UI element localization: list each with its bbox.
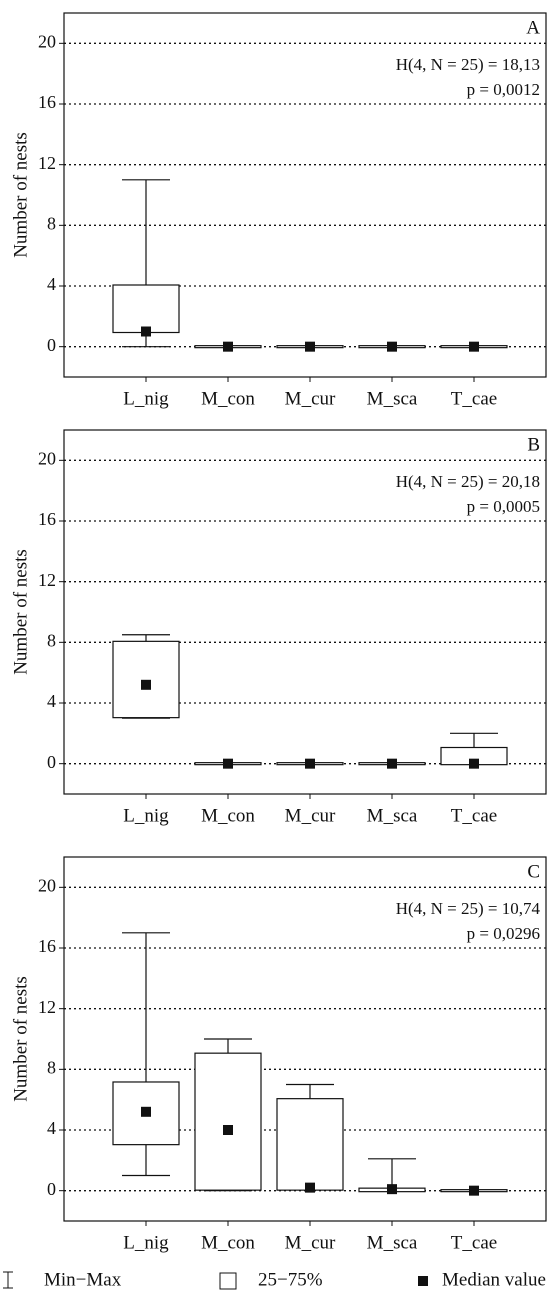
median: [387, 758, 397, 769]
y-tick-label: 4: [47, 1118, 56, 1138]
y-tick-label: 4: [47, 691, 56, 711]
x-tick-label: M_sca: [367, 805, 418, 826]
box: [276, 1098, 344, 1191]
x-tick-label: M_cur: [285, 1232, 336, 1253]
y-tick-label: 12: [38, 153, 56, 173]
panel-label: C: [527, 861, 540, 882]
box: [194, 1052, 262, 1191]
median: [223, 341, 233, 352]
median: [305, 341, 315, 352]
legend-label: 25−75%: [258, 1269, 323, 1290]
median: [223, 1125, 233, 1135]
x-tick-label: L_nig: [123, 805, 169, 826]
y-tick-label: 8: [47, 213, 56, 233]
y-tick-label: 20: [38, 448, 56, 468]
stat-annotation: H(4, N = 25) = 18,13: [396, 55, 540, 74]
median: [387, 1184, 397, 1195]
p-annotation: p = 0,0296: [467, 924, 540, 943]
legend-label: Min−Max: [44, 1269, 122, 1290]
y-tick-label: 12: [38, 997, 56, 1017]
y-tick-label: 20: [38, 31, 56, 51]
box: [112, 640, 180, 719]
x-tick-label: T_cae: [451, 388, 497, 409]
y-axis-label: Number of nests: [10, 132, 31, 258]
y-tick-label: 16: [38, 509, 56, 529]
stat-annotation: H(4, N = 25) = 10,74: [396, 899, 541, 918]
y-tick-label: 4: [47, 274, 56, 294]
panel-label: A: [526, 17, 540, 38]
plot-frame: [63, 856, 547, 1222]
x-tick-label: M_sca: [367, 388, 418, 409]
x-tick-label: M_cur: [285, 805, 336, 826]
median: [469, 758, 479, 769]
legend: Min−Max 25−75% Median value: [3, 1269, 546, 1290]
y-tick-label: 8: [47, 1057, 56, 1077]
panel-label: B: [527, 434, 540, 455]
legend-label: Median value: [442, 1269, 546, 1290]
median: [305, 758, 315, 769]
x-tick-label: T_cae: [451, 1232, 497, 1253]
y-tick-label: 0: [47, 335, 56, 355]
y-tick-label: 0: [47, 752, 56, 772]
x-tick-label: M_con: [201, 805, 255, 826]
median: [141, 679, 151, 690]
y-tick-label: 12: [38, 570, 56, 590]
x-tick-label: M_sca: [367, 1232, 418, 1253]
y-axis-label: Number of nests: [10, 549, 31, 675]
legend-box-icon: [219, 1272, 237, 1290]
median: [141, 326, 151, 337]
x-tick-label: L_nig: [123, 388, 169, 409]
y-tick-label: 20: [38, 875, 56, 895]
p-annotation: p = 0,0005: [467, 497, 540, 516]
p-annotation: p = 0,0012: [467, 80, 540, 99]
stat-annotation: H(4, N = 25) = 20,18: [396, 472, 540, 491]
y-tick-label: 16: [38, 92, 56, 112]
plot-frame: [63, 12, 547, 378]
median: [223, 758, 233, 769]
median: [387, 341, 397, 352]
median: [141, 1106, 151, 1117]
x-tick-label: L_nig: [123, 1232, 169, 1253]
plot-frame: [63, 429, 547, 795]
y-tick-label: 0: [47, 1179, 56, 1199]
y-tick-label: 8: [47, 630, 56, 650]
y-tick-label: 16: [38, 936, 56, 956]
box: [112, 284, 180, 334]
median: [305, 1182, 315, 1193]
x-tick-label: M_cur: [285, 388, 336, 409]
legend-median-icon: [418, 1276, 428, 1286]
x-tick-label: M_con: [201, 388, 255, 409]
x-tick-label: T_cae: [451, 805, 497, 826]
y-axis-label: Number of nests: [10, 976, 31, 1102]
median: [469, 1185, 479, 1196]
x-tick-label: M_con: [201, 1232, 255, 1253]
median: [469, 341, 479, 352]
